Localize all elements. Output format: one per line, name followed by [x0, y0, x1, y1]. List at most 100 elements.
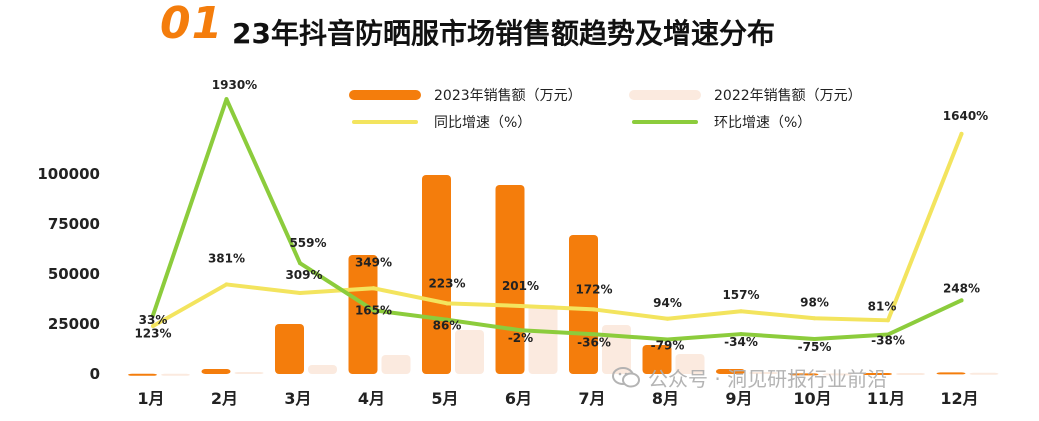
- yoy-point: [592, 307, 596, 312]
- watermark-text: 公众号 · 洞见研报行业前沿: [648, 366, 888, 391]
- mom-data-label: 165%: [355, 303, 392, 317]
- yoy-point: [665, 316, 670, 321]
- watermark: 公众号 · 洞见研报行业前沿: [612, 363, 887, 391]
- mom-point: [298, 261, 302, 266]
- bar-2022: [381, 355, 411, 374]
- bar-2023: [569, 235, 598, 374]
- bar-2022: [308, 365, 337, 374]
- yoy-data-label: 94%: [653, 296, 682, 310]
- mom-data-label: 123%: [134, 326, 171, 340]
- mom-data-label: -34%: [724, 335, 758, 349]
- bar-2023: [936, 372, 966, 375]
- yoy-point: [445, 301, 449, 306]
- x-tick-label: 11月: [867, 389, 905, 408]
- bar-2023: [642, 345, 672, 374]
- y-tick-label: 100000: [37, 165, 100, 183]
- mom-point: [665, 337, 670, 342]
- x-tick-label: 9月: [725, 389, 752, 408]
- bar-2022: [969, 372, 999, 375]
- mom-data-label: -79%: [651, 338, 685, 352]
- bar-2022: [455, 330, 484, 374]
- mom-data-label: 248%: [943, 281, 980, 295]
- yoy-point: [518, 303, 523, 308]
- yoy-data-label: 349%: [355, 255, 392, 269]
- legend-label-1: 2023年销售额（万元）: [434, 88, 582, 104]
- bar-2023: [348, 255, 378, 374]
- bar-2022: [234, 372, 264, 374]
- yoy-data-label: 1640%: [943, 109, 988, 123]
- bar-2022: [528, 305, 558, 374]
- mom-point: [739, 332, 743, 337]
- yoy-data-label: 223%: [428, 276, 465, 290]
- legend-label-3: 同比增速（%）: [434, 115, 531, 131]
- y-tick-label: 0: [90, 365, 100, 383]
- mom-point: [959, 298, 964, 303]
- bar-2023: [128, 373, 157, 376]
- yoy-point: [812, 316, 817, 321]
- mom-data-label: 86%: [433, 319, 462, 333]
- bar-2023: [863, 373, 892, 375]
- mom-point: [886, 332, 890, 337]
- mom-data-label: 1930%: [212, 78, 257, 92]
- yoy-point: [151, 324, 155, 329]
- bar-2022: [896, 373, 925, 375]
- mom-data-label: -38%: [871, 334, 905, 348]
- y-tick-label: 75000: [48, 215, 100, 233]
- yoy-data-label: 172%: [575, 282, 612, 296]
- bar-2022: [675, 354, 705, 374]
- mom-data-label: -36%: [577, 335, 611, 349]
- bar-2023: [275, 324, 304, 374]
- bar-2022: [161, 373, 190, 376]
- x-tick-label: 1月: [137, 389, 164, 408]
- bar-2023: [201, 369, 231, 374]
- yoy-data-label: 157%: [722, 288, 759, 302]
- chart-title: 23年抖音防晒服市场销售额趋势及增速分布: [232, 17, 775, 50]
- mom-point: [371, 308, 376, 313]
- x-tick-label: 12月: [940, 389, 978, 408]
- x-tick-label: 7月: [578, 389, 605, 408]
- mom-data-label: 559%: [289, 236, 326, 250]
- mom-point: [445, 317, 449, 322]
- yoy-point: [739, 309, 743, 314]
- x-tick-label: 4月: [358, 389, 385, 408]
- yoy-data-label: 33%: [139, 313, 168, 327]
- yoy-data-label: 309%: [285, 268, 322, 282]
- mom-line: [151, 97, 964, 342]
- bar-2023: [789, 373, 819, 376]
- bar-2023: [716, 369, 745, 374]
- yoy-point: [298, 291, 302, 296]
- mom-point: [812, 336, 817, 341]
- section-number: 01: [160, 0, 224, 49]
- yoy-point: [224, 282, 229, 287]
- x-tick-label: 3月: [284, 389, 311, 408]
- yoy-data-label: 201%: [502, 279, 539, 293]
- x-tick-label: 2月: [211, 389, 238, 408]
- legend-label-2: 2022年销售额（万元）: [714, 88, 862, 104]
- y-tick-label: 25000: [48, 315, 100, 333]
- yoy-line: [151, 131, 964, 329]
- x-tick-label: 8月: [652, 389, 679, 408]
- mom-point: [224, 97, 229, 102]
- x-tick-label: 6月: [505, 389, 532, 408]
- yoy-point: [886, 318, 890, 323]
- yoy-data-label: 81%: [868, 299, 897, 313]
- wechat-icon: [612, 367, 640, 388]
- x-tick-label: 5月: [431, 389, 458, 408]
- legend-label-4: 环比增速（%）: [714, 115, 811, 131]
- yoy-point: [959, 131, 964, 136]
- mom-point: [518, 328, 523, 333]
- bar-2023: [422, 175, 451, 374]
- y-tick-label: 50000: [48, 265, 100, 283]
- yoy-data-label: 98%: [800, 295, 829, 309]
- mom-point: [151, 313, 155, 318]
- chart-header: 01 23年抖音防晒服市场销售额趋势及增速分布: [0, 0, 1039, 60]
- bar-2022: [822, 373, 852, 376]
- bar-2022: [749, 372, 778, 374]
- yoy-data-label: 381%: [208, 251, 245, 265]
- mom-point: [592, 332, 596, 337]
- mom-data-label: -2%: [508, 331, 533, 345]
- x-tick-label: 10月: [793, 389, 831, 408]
- mom-data-label: -75%: [798, 340, 832, 354]
- yoy-point: [371, 286, 376, 291]
